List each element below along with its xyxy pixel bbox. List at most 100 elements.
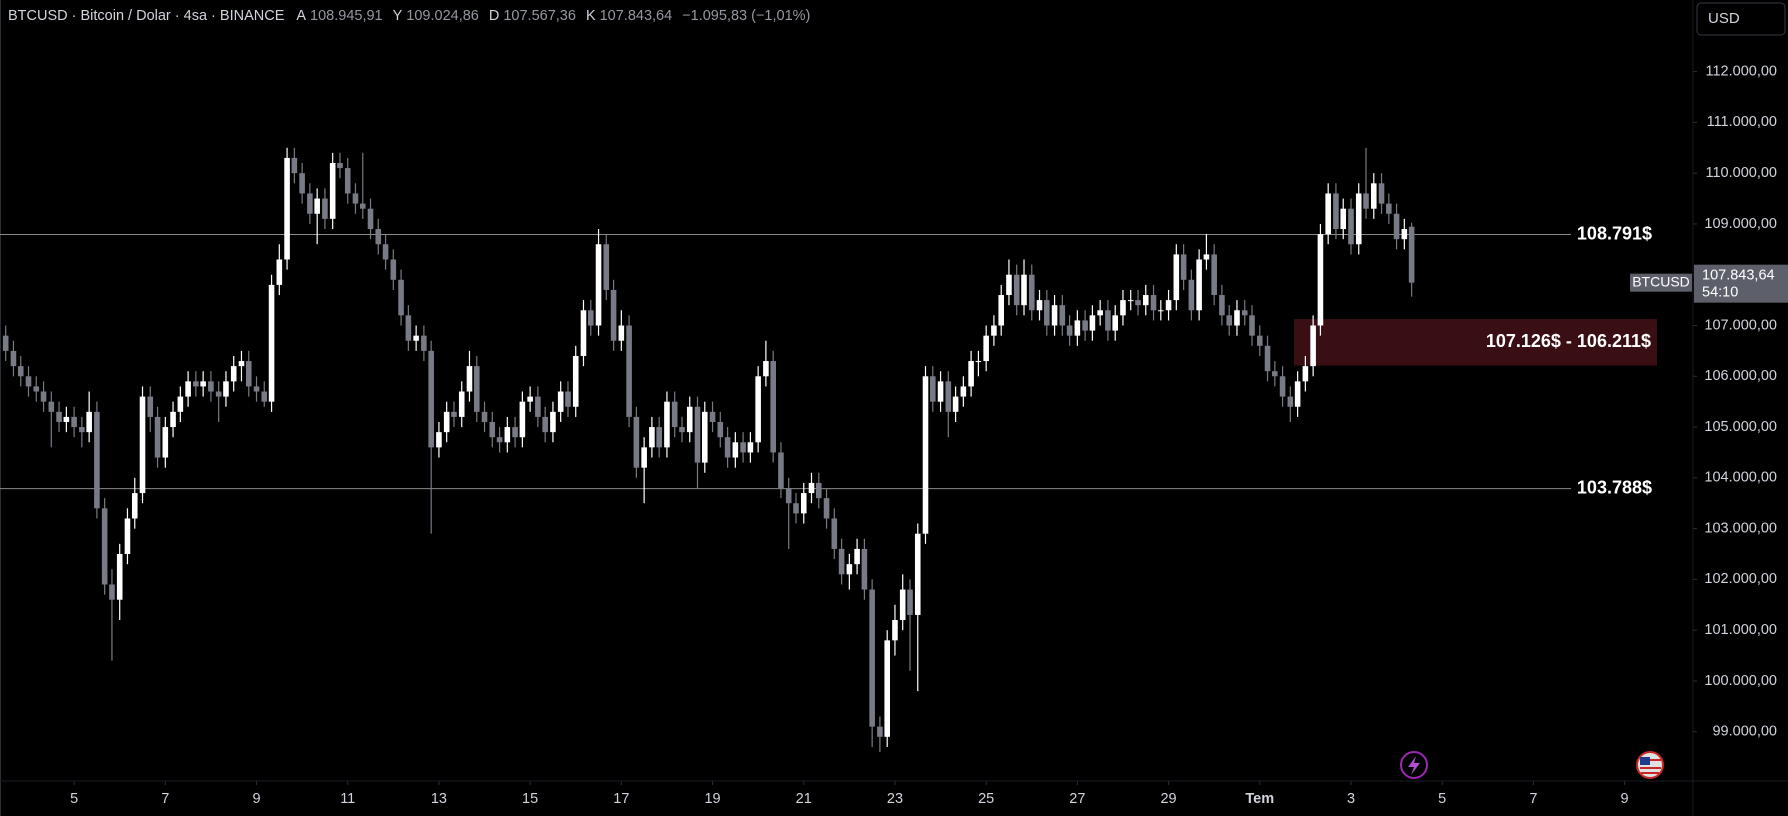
candle-body [63,416,70,422]
candle-body [496,437,503,443]
candle-body [785,487,792,504]
x-tick-label: 25 [978,791,994,807]
candle-body [724,437,731,458]
candle-body [1249,315,1255,336]
candle-body [367,208,374,230]
candle-body [664,401,670,448]
candle-body [86,411,92,433]
candle-body [1028,274,1035,311]
candle-body [565,391,571,407]
candle-body [542,416,548,433]
candle-body [846,564,853,575]
candle-body [276,259,283,285]
candle-body [170,411,176,428]
candle-body [983,335,989,362]
candle-body [884,640,890,737]
candle-body [1219,295,1225,316]
currency-button-label[interactable]: USD [1708,10,1740,27]
x-tick-label: 9 [1621,791,1629,807]
candle-body [580,310,587,356]
candle-body [40,391,47,402]
candle-body [975,361,982,363]
candle-body [1317,234,1324,326]
candle-body [1105,310,1111,331]
event-icon[interactable] [1400,751,1428,779]
candle-body [1226,315,1233,326]
candle-body [991,325,997,336]
candle-body [1393,213,1400,240]
y-tick-label: 100.000,00 [1704,673,1777,689]
candle-body [458,391,465,417]
y-tick-label: 109.000,00 [1704,216,1777,232]
open-value: 108.945,91 [310,8,383,24]
x-tick-label: 21 [796,791,812,807]
candle-body [793,503,799,514]
x-tick-label: Tem [1245,791,1274,807]
candle-body [952,396,959,412]
candle-body [101,508,108,585]
y-tick-label: 110.000,00 [1706,165,1778,181]
candle-body [717,421,724,438]
candle-body [763,361,769,377]
candle-body [1013,274,1020,306]
candle-body [740,442,746,453]
candle-body [1074,320,1081,336]
price-badge-countdown: 54:10 [1702,284,1738,300]
candle-body [922,376,929,534]
candle-body [1310,325,1316,367]
currency-button[interactable] [1696,2,1786,36]
x-tick-label: 7 [1529,791,1537,807]
symbol-header: BTCUSD · Bitcoin / Dolar · 4sa · BINANCE… [8,8,816,24]
y-tick-label: 102.000,00 [1704,571,1777,587]
candle-body [193,381,199,387]
candle-body [359,203,366,209]
x-tick-label: 9 [252,791,260,807]
candle-body [1112,315,1119,331]
candle-body [307,193,313,214]
candle-body [747,442,754,453]
candle-body [1142,295,1149,306]
candle-body [291,157,298,174]
candle-body [185,381,191,397]
x-tick-label: 23 [887,791,903,807]
open-label: A [296,8,307,24]
candle-body [1066,325,1073,336]
zone-label: 107.126$ - 106.211$ [1486,331,1651,351]
candle-body [1355,193,1362,245]
candle-body [816,482,822,499]
candle-body [71,416,77,428]
symbol-title[interactable]: BTCUSD · Bitcoin / Dolar · 4sa · BINANCE [8,8,285,24]
x-tick-label: 17 [613,791,629,807]
x-tick-label: 7 [161,791,169,807]
x-tick-label: 15 [522,791,538,807]
candle-body [352,193,359,204]
candle-body [1165,300,1172,311]
candle-body [823,498,830,519]
close-label: K [585,8,596,24]
candle-body [109,584,115,600]
candle-body [1127,300,1134,302]
candle-body [1272,371,1278,377]
candle-body [1325,193,1331,235]
candle-body [527,396,533,402]
candle-body [1294,381,1301,407]
candle-body [861,548,868,590]
candle-body [512,427,518,438]
candle-body [390,259,397,280]
candle-body [238,361,245,367]
candle-body [937,381,944,402]
candle-body [1264,345,1271,372]
candle-body [223,381,229,397]
candle-body [375,229,382,245]
x-tick-label: 29 [1160,791,1176,807]
candle-body [587,310,594,326]
candle-body [519,401,526,438]
candle-body [550,411,556,433]
candle-body [56,411,62,422]
candle-body [382,244,389,260]
candle-body [398,279,404,316]
candle-body [1211,254,1217,296]
candle-body [504,427,511,443]
